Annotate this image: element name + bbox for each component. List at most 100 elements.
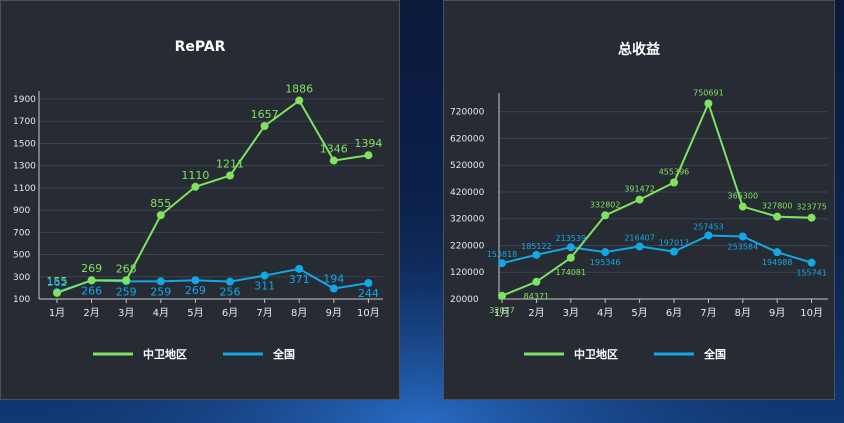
data-label: 269	[81, 262, 102, 275]
legend-label: 全国	[703, 347, 726, 361]
data-point	[635, 242, 644, 251]
y-tick-label: 300	[13, 273, 30, 283]
data-label: 455396	[659, 168, 690, 177]
data-point	[226, 277, 234, 286]
data-point	[704, 99, 713, 108]
data-label: 195346	[590, 258, 621, 267]
data-point	[704, 231, 713, 240]
data-point	[566, 243, 575, 252]
y-tick-label: 120000	[450, 268, 485, 278]
data-point	[532, 250, 541, 259]
y-tick-label: 900	[13, 206, 30, 216]
legend-label: 中卫地区	[143, 347, 187, 361]
data-label: 1886	[285, 83, 313, 96]
data-label: 84371	[524, 292, 549, 301]
data-point	[498, 291, 506, 300]
y-tick-label: 1500	[13, 139, 36, 149]
data-point	[156, 211, 165, 220]
repar-chart-panel: RePAR 100 300 500 700 900 1100 1300 1500 1700 190…	[0, 0, 400, 400]
data-point	[670, 178, 678, 187]
x-tick-label: 7月	[700, 307, 716, 319]
data-label: 174081	[556, 268, 587, 277]
data-label: 197017	[659, 239, 690, 248]
data-label: 750691	[693, 88, 724, 97]
data-label: 253584	[728, 243, 759, 252]
data-label: 391472	[624, 185, 655, 194]
y-tick-label: 1700	[13, 117, 36, 127]
y-tick-label: 1300	[13, 162, 36, 172]
data-point	[329, 284, 338, 293]
x-tick-label: 1月	[49, 307, 65, 319]
data-label: 244	[358, 287, 379, 300]
data-point	[807, 258, 816, 267]
series-line	[501, 100, 812, 297]
y-tick-label: 620000	[450, 134, 485, 144]
y-tick-label: 520000	[450, 161, 485, 171]
y-tick-label: 420000	[450, 188, 485, 198]
data-point	[670, 247, 678, 256]
y-tick-label: 100	[13, 295, 30, 305]
chart-title: 总收益	[618, 42, 660, 58]
data-point	[738, 232, 747, 241]
data-label: 155741	[796, 269, 827, 278]
y-tick-label: 1900	[13, 95, 36, 105]
y-tick-label: 700	[13, 228, 30, 238]
data-point	[601, 211, 610, 220]
data-label: 1657	[251, 108, 279, 121]
y-tick-label: 720000	[450, 108, 485, 118]
data-label: 1110	[181, 169, 209, 182]
data-label: 259	[116, 285, 137, 298]
x-tick-label: 8月	[291, 307, 307, 319]
revenue-chart-panel: 总收益 20000 120000 220000 320000 420000 520000 6…	[443, 0, 835, 400]
data-point	[532, 277, 541, 286]
x-tick-label: 2月	[528, 307, 544, 319]
x-tick-label: 5月	[631, 307, 647, 319]
x-tick-label: 5月	[187, 307, 203, 319]
data-label: 1346	[320, 143, 348, 156]
data-point	[191, 182, 200, 191]
data-label: 365300	[728, 192, 759, 201]
data-label: 332802	[590, 200, 621, 209]
x-tick-label: 10月	[357, 307, 380, 319]
x-tick-label: 2月	[83, 307, 99, 319]
data-point	[601, 248, 610, 257]
x-tick-label: 6月	[666, 307, 682, 319]
x-tick-label: 6月	[222, 307, 238, 319]
data-label: 32077	[489, 306, 514, 315]
data-label: 371	[289, 273, 310, 286]
data-point	[498, 259, 506, 268]
data-label: 194	[323, 273, 344, 286]
x-tick-label: 7月	[256, 307, 272, 319]
series-line	[56, 99, 369, 294]
data-point	[156, 277, 165, 286]
x-tick-label: 4月	[597, 307, 613, 319]
legend-label: 中卫地区	[574, 347, 618, 361]
data-label: 259	[150, 285, 171, 298]
x-tick-label: 9月	[326, 307, 342, 319]
data-point	[807, 213, 816, 222]
data-label: 327800	[762, 202, 793, 211]
data-label: 216407	[624, 233, 655, 242]
series-line	[501, 234, 812, 265]
data-point	[122, 276, 131, 285]
data-point	[329, 156, 338, 165]
data-point	[226, 171, 234, 180]
data-label: 323775	[796, 203, 827, 212]
x-tick-label: 10月	[800, 307, 823, 319]
y-tick-label: 500	[13, 251, 30, 261]
data-point	[87, 276, 96, 285]
data-label: 1394	[354, 137, 382, 150]
data-label: 155	[47, 275, 68, 288]
data-label: 162	[47, 276, 68, 289]
x-tick-label: 1月	[494, 307, 510, 319]
data-label: 311	[254, 280, 275, 293]
data-label: 257453	[693, 222, 724, 231]
data-point	[364, 151, 373, 160]
data-point	[191, 276, 200, 285]
y-tick-label: 1100	[13, 184, 36, 194]
data-point	[566, 253, 575, 262]
data-point	[295, 96, 304, 105]
y-tick-label: 20000	[450, 295, 479, 305]
data-label: 855	[150, 197, 171, 210]
data-point	[635, 195, 644, 204]
